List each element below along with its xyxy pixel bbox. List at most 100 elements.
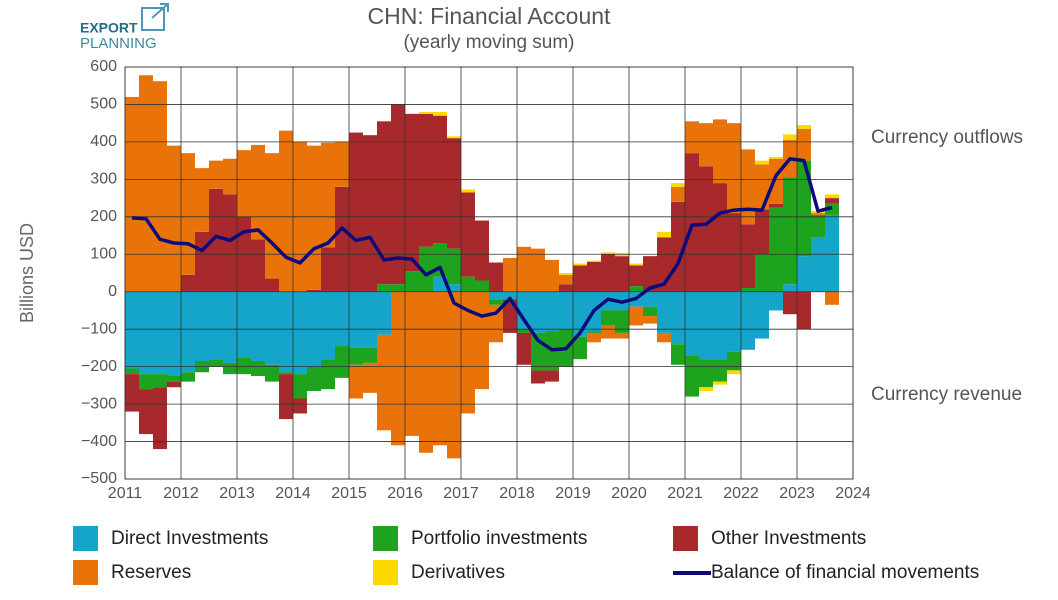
bar — [699, 291, 713, 360]
bar — [405, 271, 419, 292]
bar — [713, 381, 727, 385]
bar — [797, 256, 811, 292]
bar — [699, 359, 713, 388]
bar — [727, 123, 741, 214]
logo: EXPORT PLANNING — [80, 3, 169, 52]
bar — [783, 291, 797, 315]
bar — [531, 370, 545, 384]
bar — [503, 299, 517, 333]
legend-label: Derivatives — [411, 562, 505, 583]
bar — [685, 291, 699, 356]
bar — [167, 376, 181, 382]
bar — [741, 149, 755, 225]
bar — [447, 291, 461, 459]
logo-text: PLANNING — [80, 35, 157, 52]
bar — [433, 111, 447, 116]
bar — [517, 332, 531, 365]
bar — [559, 284, 573, 292]
bar — [307, 289, 321, 292]
bar — [573, 265, 587, 292]
bar — [167, 381, 181, 388]
bar — [657, 332, 671, 343]
legend-label: Portfolio investments — [411, 528, 587, 549]
bar — [629, 265, 643, 287]
bar — [587, 260, 601, 262]
bar — [265, 153, 279, 279]
bar — [489, 299, 503, 305]
bar — [713, 183, 727, 292]
bar — [363, 135, 377, 292]
bar — [377, 284, 391, 292]
bar — [741, 224, 755, 288]
bar — [209, 188, 223, 292]
bar — [223, 158, 237, 195]
bar — [475, 220, 489, 281]
bar — [811, 237, 825, 292]
bar — [321, 291, 335, 360]
x-tick-label: 2021 — [667, 485, 703, 502]
bar — [293, 398, 307, 414]
bar — [643, 291, 657, 307]
legend-label: Balance of financial movements — [711, 562, 979, 583]
bar — [251, 291, 265, 362]
bar — [713, 119, 727, 184]
bar — [727, 370, 741, 375]
y-tick-label: 0 — [108, 283, 117, 300]
bar — [741, 291, 755, 350]
chart-subtitle: (yearly moving sum) — [403, 32, 574, 53]
bar — [321, 359, 335, 390]
bar — [237, 357, 251, 375]
x-tick-label: 2024 — [835, 485, 871, 502]
bar — [279, 374, 293, 420]
bar — [671, 291, 685, 345]
legend-swatch — [373, 526, 398, 551]
bar — [489, 262, 503, 292]
bar — [237, 291, 251, 358]
y-tick-label: 100 — [90, 245, 117, 262]
y-tick-label: −500 — [81, 470, 117, 487]
bar — [825, 291, 839, 305]
bar — [797, 128, 811, 161]
bar — [321, 247, 335, 292]
bar — [139, 389, 153, 435]
x-tick-label: 2019 — [555, 485, 591, 502]
bar — [587, 261, 601, 292]
bar — [475, 291, 489, 390]
bar — [279, 372, 293, 375]
bar — [209, 291, 223, 360]
bar — [223, 362, 237, 375]
bar — [195, 231, 209, 292]
bar — [475, 280, 489, 292]
bar — [461, 291, 475, 414]
bar — [391, 104, 405, 285]
legend-swatch — [73, 526, 98, 551]
bar — [279, 130, 293, 292]
bar — [265, 364, 279, 382]
bar — [699, 166, 713, 292]
bar — [181, 372, 195, 382]
y-tick-label: 300 — [90, 171, 117, 188]
x-tick-label: 2020 — [611, 485, 647, 502]
y-tick-label: 500 — [90, 96, 117, 113]
legend-label: Other Investments — [711, 528, 866, 549]
bar — [629, 306, 643, 326]
bar — [181, 274, 195, 292]
bar — [615, 256, 629, 292]
bar — [349, 132, 363, 292]
bar — [181, 291, 195, 373]
bar — [447, 284, 461, 292]
bar — [559, 274, 573, 285]
bar — [825, 194, 839, 199]
bar — [769, 203, 783, 208]
bar — [531, 248, 545, 292]
bar — [811, 214, 825, 238]
x-tick-label: 2018 — [499, 485, 535, 502]
bar — [545, 259, 559, 292]
bar — [461, 276, 475, 292]
bar — [153, 374, 167, 388]
bar — [797, 291, 811, 330]
bar — [587, 331, 601, 333]
bar — [363, 347, 377, 363]
bar — [587, 332, 601, 343]
